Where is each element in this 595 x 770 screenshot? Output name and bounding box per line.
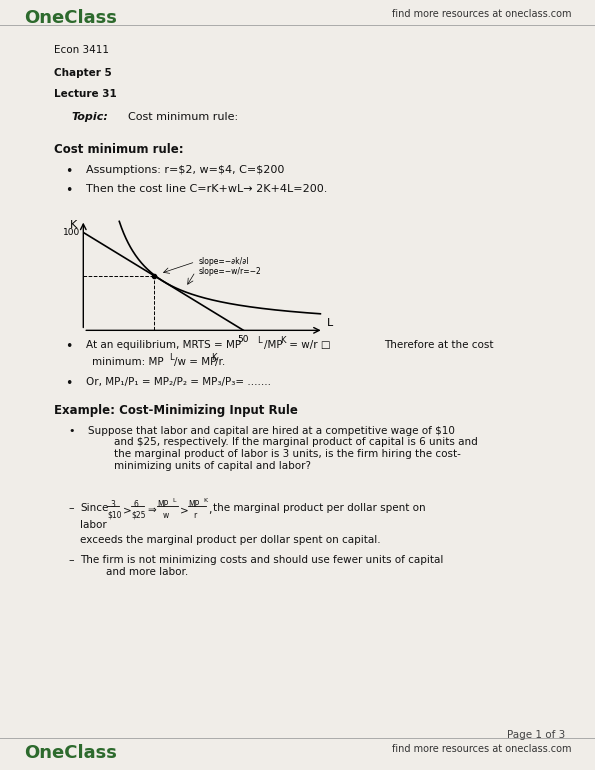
Text: MP: MP: [157, 500, 168, 509]
Text: •: •: [65, 165, 73, 178]
Text: /r.: /r.: [215, 357, 226, 367]
Text: Suppose that labor and capital are hired at a competitive wage of $10
        an: Suppose that labor and capital are hired…: [88, 426, 478, 470]
Text: ⇒: ⇒: [147, 505, 156, 515]
Text: exceeds the marginal product per dollar spent on capital.: exceeds the marginal product per dollar …: [80, 535, 381, 545]
Text: /MP: /MP: [264, 340, 282, 350]
Text: slope=−∂k/∂l: slope=−∂k/∂l: [199, 257, 249, 266]
Text: find more resources at oneclass.com: find more resources at oneclass.com: [392, 9, 571, 19]
Text: Example: Cost-Minimizing Input Rule: Example: Cost-Minimizing Input Rule: [54, 404, 298, 417]
Text: OneClass: OneClass: [24, 9, 117, 27]
Text: The firm is not minimizing costs and should use fewer units of capital
        a: The firm is not minimizing costs and sho…: [80, 555, 444, 577]
Text: >: >: [123, 505, 132, 515]
Text: minimum: MP: minimum: MP: [92, 357, 164, 367]
Text: >: >: [180, 505, 189, 515]
Text: L: L: [170, 353, 174, 363]
Text: $10: $10: [107, 511, 121, 520]
Text: 6: 6: [134, 500, 139, 509]
Text: the marginal product per dollar spent on: the marginal product per dollar spent on: [213, 503, 425, 513]
Text: 100: 100: [63, 228, 80, 237]
Text: Lecture 31: Lecture 31: [54, 89, 116, 99]
Text: K: K: [211, 353, 216, 363]
Text: $25: $25: [131, 511, 145, 520]
Text: •: •: [65, 184, 73, 197]
Text: Since: Since: [80, 503, 109, 513]
Text: Chapter 5: Chapter 5: [54, 68, 111, 78]
Text: 3: 3: [110, 500, 115, 509]
Text: K: K: [280, 336, 286, 346]
Text: •: •: [68, 426, 75, 436]
Text: slope=−w/r=−2: slope=−w/r=−2: [199, 267, 261, 276]
Text: Cost minimum rule:: Cost minimum rule:: [128, 112, 238, 122]
Text: L: L: [257, 336, 262, 346]
Text: labor: labor: [80, 520, 107, 530]
Text: MP: MP: [188, 500, 199, 509]
Text: Topic:: Topic:: [71, 112, 108, 122]
Text: = w/r □: = w/r □: [286, 340, 330, 350]
Text: Then the cost line C=rK+wL→ 2K+4L=200.: Then the cost line C=rK+wL→ 2K+4L=200.: [86, 184, 328, 194]
Text: find more resources at oneclass.com: find more resources at oneclass.com: [392, 744, 571, 754]
Text: L: L: [327, 318, 333, 328]
Text: /w = MP: /w = MP: [174, 357, 217, 367]
Text: Or, MP₁/P₁ = MP₂/P₂ = MP₃/P₃= .......: Or, MP₁/P₁ = MP₂/P₂ = MP₃/P₃= .......: [86, 377, 271, 387]
Text: At an equilibrium, MRTS = MP: At an equilibrium, MRTS = MP: [86, 340, 242, 350]
Text: ,: ,: [208, 505, 212, 515]
Text: •: •: [65, 340, 73, 353]
Text: 50: 50: [238, 335, 249, 344]
Text: –: –: [68, 555, 74, 565]
Text: Econ 3411: Econ 3411: [54, 45, 108, 55]
Text: r: r: [193, 511, 196, 520]
Text: w: w: [163, 511, 170, 520]
Text: Page 1 of 3: Page 1 of 3: [507, 730, 565, 740]
Text: OneClass: OneClass: [24, 744, 117, 762]
Text: Assumptions: r=$2, w=$4, C=$200: Assumptions: r=$2, w=$4, C=$200: [86, 165, 284, 175]
Text: –: –: [68, 503, 74, 513]
Text: K: K: [203, 498, 207, 503]
Text: •: •: [65, 377, 73, 390]
Text: Cost minimum rule:: Cost minimum rule:: [54, 143, 183, 156]
Text: L: L: [172, 498, 176, 503]
Text: Therefore at the cost: Therefore at the cost: [384, 340, 493, 350]
Text: K: K: [70, 219, 77, 229]
